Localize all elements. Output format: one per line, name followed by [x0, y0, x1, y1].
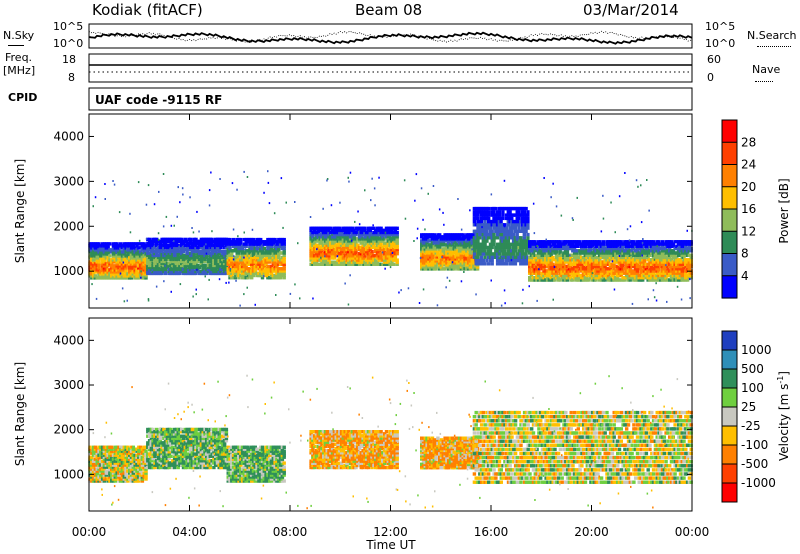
nave-tick-bottom: 0: [707, 71, 714, 84]
colorbar-segment: [722, 275, 737, 299]
velocity-panel: 4000 3000 2000 1000 Slant Range [km]: [13, 317, 693, 512]
colorbar-tick-label: -25: [741, 419, 761, 433]
power-ylabel: Slant Range [km]: [13, 159, 27, 263]
velocity-echo-layer: [88, 374, 693, 510]
colorbar-tick-label: -100: [741, 438, 768, 452]
velocity-ylabel: Slant Range [km]: [13, 362, 27, 466]
colorbar-segment: [722, 209, 737, 232]
colorbar-tick-label: 8: [741, 247, 749, 261]
time-axis: 00:00 04:00 08:00 12:00 16:00 20:00 00:00: [72, 114, 710, 539]
colorbar-segment: [722, 350, 737, 370]
colorbar-segment: [722, 231, 737, 255]
y-tick-label: 4000: [53, 129, 84, 143]
power-echo-region: [309, 226, 399, 266]
velocity-echo-region: [226, 445, 286, 483]
colorbar-tick-label: 4: [741, 269, 749, 283]
power-echo-region: [226, 237, 286, 280]
nsky-label-underline: [8, 45, 24, 46]
y-tick-label: 3000: [53, 378, 84, 392]
nave-label: Nave: [752, 63, 781, 76]
colorbar-segment: [722, 164, 737, 188]
beam-title: Beam 08: [355, 1, 423, 19]
cpid-panel: UAF code -9115 RF: [88, 87, 693, 111]
noise-right-tick-top: 10^5: [705, 20, 736, 33]
nsky-label: N.Sky: [3, 29, 35, 42]
power-scatter: [91, 170, 693, 307]
freq-tick-top: 18: [62, 53, 76, 66]
colorbar-tick-label: 24: [741, 158, 756, 172]
y-tick-label: 2000: [53, 219, 84, 233]
power-echo-layer: [88, 170, 693, 307]
nsearch-label-underline: [757, 46, 791, 47]
colorbar-tick-label: -1000: [741, 476, 776, 490]
colorbar-segment: [722, 186, 737, 210]
x-tick-label: 00:00: [675, 525, 710, 539]
colorbar-tick-label: 16: [741, 202, 756, 216]
power-echo-region: [146, 237, 229, 276]
power-colorbar: 28 24 20 16 12 8 4: [721, 119, 756, 299]
date-title: 03/Mar/2014: [583, 1, 679, 19]
x-tick-label: 16:00: [474, 525, 509, 539]
colorbar-tick-label: -500: [741, 457, 768, 471]
y-tick-label: 1000: [53, 467, 84, 481]
colorbar-tick-label: 1000: [741, 343, 772, 357]
y-tick-label: 1000: [53, 264, 84, 278]
nsearch-label: N.Search: [747, 29, 797, 42]
noise-left-tick-bottom: 10^0: [53, 37, 84, 50]
cpid-text: UAF code -9115 RF: [95, 93, 222, 107]
x-tick-label: 04:00: [172, 525, 207, 539]
radar-title: Kodiak (fitACF): [92, 1, 203, 19]
noise-search-trace: [88, 30, 693, 44]
x-tick-label: 08:00: [273, 525, 308, 539]
colorbar-segment: [722, 464, 737, 484]
velocity-colorbar-label: Velocity [m s-1]: [776, 371, 791, 461]
colorbar-tick-label: 28: [741, 135, 756, 149]
freq-panel: [88, 53, 693, 83]
colorbar-segment: [722, 369, 737, 389]
freq-label: Freq.: [5, 51, 33, 64]
velocity-echo-region: [88, 445, 148, 483]
noise-panel: [88, 23, 693, 49]
time-axis-label: Time UT: [365, 538, 416, 552]
freq-unit-label: [MHz]: [3, 64, 36, 77]
colorbar-segment: [722, 407, 737, 427]
power-panel: 4000 3000 2000 1000 Slant Range [km]: [13, 113, 693, 309]
x-tick-label: 12:00: [373, 525, 408, 539]
power-echo-region: [472, 206, 530, 266]
power-echo-region: [528, 240, 693, 282]
colorbar-segment: [722, 445, 737, 465]
colorbar-tick-label: 25: [741, 400, 756, 414]
velocity-echo-region: [472, 410, 693, 484]
x-tick-label: 20:00: [574, 525, 609, 539]
nave-label-underline: [755, 81, 773, 82]
noise-sky-trace: [88, 31, 693, 45]
colorbar-tick-label: 100: [741, 381, 764, 395]
colorbar-tick-label: 20: [741, 180, 756, 194]
velocity-echo-region: [309, 430, 399, 470]
colorbar-tick-label: 12: [741, 224, 756, 238]
noise-left-tick-top: 10^5: [53, 20, 84, 33]
y-tick-label: 2000: [53, 423, 84, 437]
colorbar-segment: [722, 426, 737, 446]
y-tick-label: 4000: [53, 333, 84, 347]
velocity-colorbar: 1000 500 100 25 -25 -100 -500 -1000: [721, 330, 776, 503]
colorbar-tick-label: 500: [741, 362, 764, 376]
noise-right-tick-bottom: 10^0: [705, 37, 736, 50]
x-tick-label: 00:00: [72, 525, 107, 539]
nave-tick-top: 60: [707, 53, 721, 66]
power-colorbar-label: Power [dB]: [777, 178, 791, 243]
colorbar-segment: [722, 483, 737, 503]
colorbar-segment: [722, 331, 737, 351]
colorbar-segment: [722, 120, 737, 143]
velocity-scatter: [92, 374, 690, 510]
colorbar-segment: [722, 142, 737, 166]
y-tick-label: 3000: [53, 174, 84, 188]
colorbar-segment: [722, 253, 737, 277]
freq-tick-bottom: 8: [68, 71, 75, 84]
colorbar-segment: [722, 388, 737, 408]
velocity-echo-region: [146, 427, 229, 470]
cpid-label: CPID: [8, 91, 38, 104]
